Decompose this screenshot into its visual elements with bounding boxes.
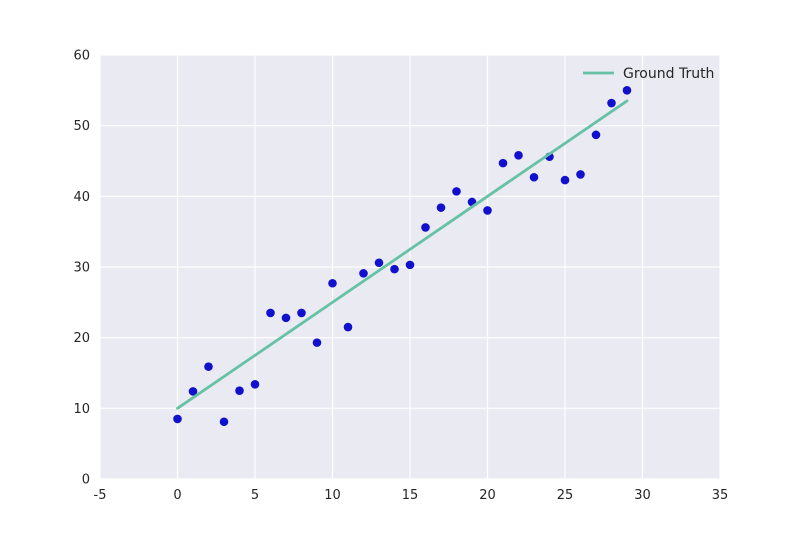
data-point	[591, 130, 601, 140]
data-point	[343, 322, 353, 332]
legend-label: Ground Truth	[623, 66, 714, 82]
data-point	[312, 338, 322, 347]
data-point	[281, 313, 291, 323]
data-point	[250, 380, 260, 389]
data-point	[421, 223, 430, 232]
data-point	[266, 308, 275, 318]
y-tick-label: 20	[73, 331, 90, 346]
x-tick-label: 15	[402, 488, 419, 503]
data-point	[514, 151, 523, 160]
data-point	[576, 170, 585, 179]
x-tick-label: 35	[712, 488, 729, 503]
x-tick-label: 30	[634, 488, 651, 503]
data-point	[359, 269, 368, 278]
data-point	[436, 203, 446, 212]
data-point	[529, 172, 539, 182]
y-tick-label: 10	[73, 402, 90, 417]
x-tick-label: 20	[479, 488, 496, 503]
y-tick-label: 50	[73, 119, 90, 134]
data-point	[328, 278, 337, 288]
data-point	[374, 258, 384, 268]
data-point	[498, 158, 508, 168]
x-tick-label: 10	[324, 488, 341, 503]
data-point	[390, 264, 399, 274]
data-point	[405, 260, 415, 270]
data-point	[452, 187, 461, 196]
y-tick-label: 0	[82, 472, 90, 487]
data-point	[188, 387, 198, 396]
data-point	[173, 414, 182, 424]
data-point	[235, 386, 244, 395]
data-point	[204, 362, 213, 371]
data-point	[560, 175, 570, 185]
x-tick-label: 0	[173, 488, 181, 503]
x-tick-label: -5	[94, 488, 107, 503]
x-tick-label: 25	[557, 488, 574, 503]
ground-truth-line	[176, 99, 629, 410]
data-point	[622, 86, 632, 95]
data-point	[297, 308, 306, 318]
y-tick-label: 40	[73, 190, 90, 205]
data-point	[607, 98, 616, 108]
y-tick-label: 60	[73, 48, 90, 63]
data-point	[483, 206, 492, 215]
x-tick-label: 5	[251, 488, 259, 503]
data-point	[219, 417, 229, 427]
y-tick-label: 30	[73, 260, 90, 275]
